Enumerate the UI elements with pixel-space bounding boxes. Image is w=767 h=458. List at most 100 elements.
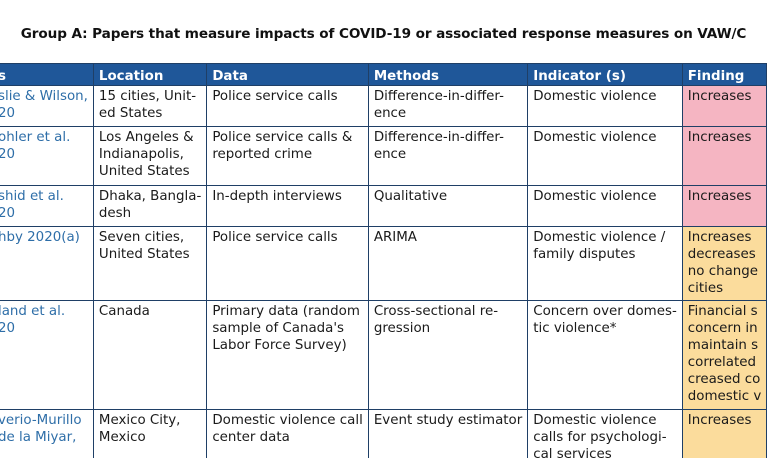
cell-location-line: Indianapolis, xyxy=(98,147,184,162)
cell-indicator-line: family disputes xyxy=(533,247,636,262)
cell-methods-line: Event study estimator xyxy=(373,413,523,428)
cell-data-line: reported crime xyxy=(212,147,313,162)
cell-finding-line: Financial s xyxy=(687,304,758,319)
cell-location-line: Dhaka, Bangla- xyxy=(98,189,202,204)
cell-methods-line: ence xyxy=(373,147,407,162)
cell-finding-line: no change xyxy=(687,264,758,279)
column-header-methods: Methods xyxy=(367,63,529,86)
cell-data: Domestic violence call center data xyxy=(206,409,369,458)
cell-location-line: Canada xyxy=(98,304,150,319)
cell-location-line: Mexico City, xyxy=(98,413,181,428)
cell-methods-line: Cross-sectional re- xyxy=(373,304,499,319)
cell-reference-line: hby 2020(a) xyxy=(0,230,80,245)
cell-data-line: Police service calls & xyxy=(212,130,353,145)
cell-data-line: Police service calls xyxy=(212,89,338,104)
cell-indicator: Concern over domes-tic violence* xyxy=(527,300,683,410)
cell-indicator-line: Domestic violence xyxy=(533,89,657,104)
cell-data: Police service calls xyxy=(206,226,369,301)
cell-data-line: In-depth interviews xyxy=(212,189,342,204)
cell-reference: land et al. 20 xyxy=(0,300,94,410)
table-row: verio-Murillo de la Miyar, Mexico City, Mex… xyxy=(0,409,767,458)
cell-methods-line: ARIMA xyxy=(373,230,417,245)
cell-indicator-line: Domestic violence xyxy=(533,413,657,428)
table-row: hby 2020(a) Seven cities, United States Pol… xyxy=(0,226,767,301)
cell-reference-line: 20 xyxy=(0,321,16,336)
cell-reference-line: de la Miyar, xyxy=(0,430,77,445)
cell-indicator: Domestic violence / family disputes xyxy=(527,226,683,301)
cell-methods: Difference-in-differ-ence xyxy=(367,126,529,186)
cell-methods: ARIMA xyxy=(367,226,529,301)
column-header-data: Data xyxy=(206,63,369,86)
cell-indicator: Domestic violence xyxy=(527,126,683,186)
cell-location: Seven cities, United States xyxy=(92,226,208,301)
cell-data: In-depth interviews xyxy=(206,185,369,227)
cell-indicator-line: Domestic violence / xyxy=(533,230,666,245)
cell-indicator-line: tic violence* xyxy=(533,321,617,336)
cell-finding-line: creased co xyxy=(687,372,761,387)
cell-location-line: 15 cities, Unit- xyxy=(98,89,197,104)
cell-finding-line: domestic v xyxy=(687,389,762,404)
cell-methods: Qualitative xyxy=(367,185,529,227)
cell-reference-line: 20 xyxy=(0,147,16,162)
cell-finding-line: cities xyxy=(687,281,724,296)
column-header-finding: Finding xyxy=(681,63,767,86)
cell-reference-line: 20 xyxy=(0,106,16,121)
cell-finding-line: Increases xyxy=(687,230,752,245)
cell-finding: Financial s concern in maintain s correlate… xyxy=(681,300,767,410)
cell-methods: Cross-sectional re-gression xyxy=(367,300,529,410)
cell-indicator-line: Domestic violence xyxy=(533,130,657,145)
table-row: shid et al. 20 Dhaka, Bangla-desh In-depth … xyxy=(0,185,767,227)
cell-data-line: center data xyxy=(212,430,290,445)
cell-location: Los Angeles & Indianapolis, United States xyxy=(92,126,208,186)
cell-reference-line: ohler et al. xyxy=(0,130,71,145)
cell-finding-line: concern in xyxy=(687,321,758,336)
cell-location-line: United States xyxy=(98,247,190,262)
cell-methods-line: Qualitative xyxy=(373,189,448,204)
page-title: Group A: Papers that measure impacts of … xyxy=(20,26,747,42)
cell-methods: Difference-in-differ-ence xyxy=(367,85,529,127)
cell-location-line: ed States xyxy=(98,106,163,121)
cell-reference-line: slie & Wilson, xyxy=(0,89,88,104)
cell-indicator: Domestic violence calls for psychologi-ca… xyxy=(527,409,683,458)
cell-methods-line: ence xyxy=(373,106,407,121)
cell-methods: Event study estimator xyxy=(367,409,529,458)
cell-location-line: United States xyxy=(98,164,190,179)
table-header-row: s Location Data Methods Indicator (s) Fi… xyxy=(0,63,767,86)
cell-reference: slie & Wilson, 20 xyxy=(0,85,94,127)
cell-indicator-line: Concern over domes- xyxy=(533,304,677,319)
cell-finding-line: Increases xyxy=(687,130,752,145)
table-row: ohler et al. 20 Los Angeles & Indianapolis,… xyxy=(0,126,767,186)
cell-location-line: Mexico xyxy=(98,430,146,445)
cell-finding: Increases xyxy=(681,126,767,186)
cell-indicator: Domestic violence xyxy=(527,85,683,127)
cell-data-line: Primary data (random xyxy=(212,304,360,319)
cell-reference: verio-Murillo de la Miyar, xyxy=(0,409,94,458)
cell-reference-line: verio-Murillo xyxy=(0,413,82,428)
cell-reference-line: 20 xyxy=(0,206,16,221)
cell-data-line: sample of Canada's xyxy=(212,321,345,336)
column-header-reference: s xyxy=(0,63,94,86)
cell-indicator-line: cal services xyxy=(533,447,612,458)
cell-location: Dhaka, Bangla-desh xyxy=(92,185,208,227)
cell-data: Police service calls xyxy=(206,85,369,127)
cell-finding-line: Increases xyxy=(687,413,752,428)
cell-indicator-line: calls for psychologi- xyxy=(533,430,667,445)
cell-data-line: Labor Force Survey) xyxy=(212,338,347,353)
cell-methods-line: gression xyxy=(373,321,431,336)
cell-finding: Increases xyxy=(681,409,767,458)
cell-finding: Increases decreases no change cities xyxy=(681,226,767,301)
cell-reference: ohler et al. 20 xyxy=(0,126,94,186)
cell-indicator-line: Domestic violence xyxy=(533,189,657,204)
cell-finding-line: decreases xyxy=(687,247,756,262)
cell-location-line: Seven cities, xyxy=(98,230,185,245)
cell-reference: shid et al. 20 xyxy=(0,185,94,227)
cell-finding-line: maintain s xyxy=(687,338,759,353)
cell-finding: Increases xyxy=(681,185,767,227)
cell-location: Canada xyxy=(92,300,208,410)
cell-location-line: desh xyxy=(98,206,132,221)
cell-data: Police service calls & reported crime xyxy=(206,126,369,186)
cell-data-line: Domestic violence call xyxy=(212,413,363,428)
cell-methods-line: Difference-in-differ- xyxy=(373,89,504,104)
column-header-location: Location xyxy=(92,63,208,86)
cell-location: Mexico City, Mexico xyxy=(92,409,208,458)
